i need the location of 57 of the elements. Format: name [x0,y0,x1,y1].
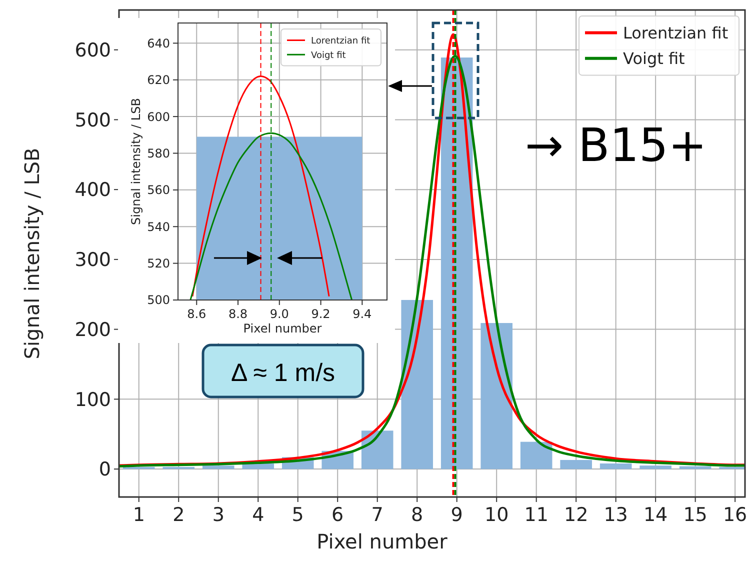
y-tick-label: 400 [74,179,111,202]
x-tick-label: 2 [172,504,185,526]
x-tick-label: 1 [132,504,145,526]
x-tick-label: 16 [722,504,747,526]
x-tick-label: 4 [252,504,264,526]
y-tick-label: 500 [74,109,111,132]
x-tick-label: 12 [564,504,588,526]
y-tick-label: 600 [147,110,170,124]
x-tick-label: 10 [484,504,509,526]
bar [242,463,274,470]
x-tick-label: 8.8 [228,307,248,322]
y-tick-label: 560 [147,183,170,198]
y-tick-label: 580 [147,146,170,160]
y-axis-title: Signal intensity / LSB [20,148,44,360]
x-tick-label: 9.0 [270,307,289,322]
x-axis-title: Pixel number [243,321,322,336]
bar [361,430,394,470]
y-tick-label: 540 [147,220,170,234]
y-tick-label: 640 [147,36,170,50]
y-tick-label: 620 [147,73,170,88]
x-tick-label: 8 [411,504,424,526]
x-tick-label: 13 [604,504,628,526]
y-tick-label: 500 [147,293,170,308]
x-tick-label: 7 [371,504,384,526]
x-tick-label: 9 [450,504,463,526]
bar [480,323,512,470]
bar [600,463,632,470]
bar [122,466,155,470]
x-tick-label: 9.2 [311,307,330,322]
y-tick-label: 200 [74,318,111,341]
y-tick-label: 600 [74,39,111,62]
bar [520,442,552,470]
x-tick-label: 9.4 [352,307,372,322]
x-tick-label: 14 [643,504,668,526]
x-tick-label: 11 [524,504,548,526]
x-tick-label: 5 [292,504,304,526]
legend-label: Lorentzian fit [311,36,371,46]
y-tick-label: 520 [147,256,170,271]
x-tick-label: 3 [212,504,224,526]
x-axis-title: Pixel number [316,529,448,554]
y-axis-title: Signal intensity / LSB [129,98,143,225]
bar [202,466,234,470]
x-tick-label: 15 [683,504,708,526]
x-tick-label: 6 [332,504,344,526]
legend-label: Voigt fit [311,50,346,61]
y-tick-label: 0 [98,458,111,481]
legend-label: Lorentzian fit [623,23,728,42]
bar [162,466,195,470]
bar [560,460,592,470]
annotation: → B15+ [525,118,707,172]
bar [401,300,433,470]
y-tick-label: 100 [74,388,111,411]
bar [640,466,672,470]
y-tick-label: 300 [74,249,111,272]
annotation: Δ ≈ 1 m/s [230,358,336,387]
x-tick-label: 8.6 [187,307,206,322]
legend-label: Voigt fit [623,49,685,68]
